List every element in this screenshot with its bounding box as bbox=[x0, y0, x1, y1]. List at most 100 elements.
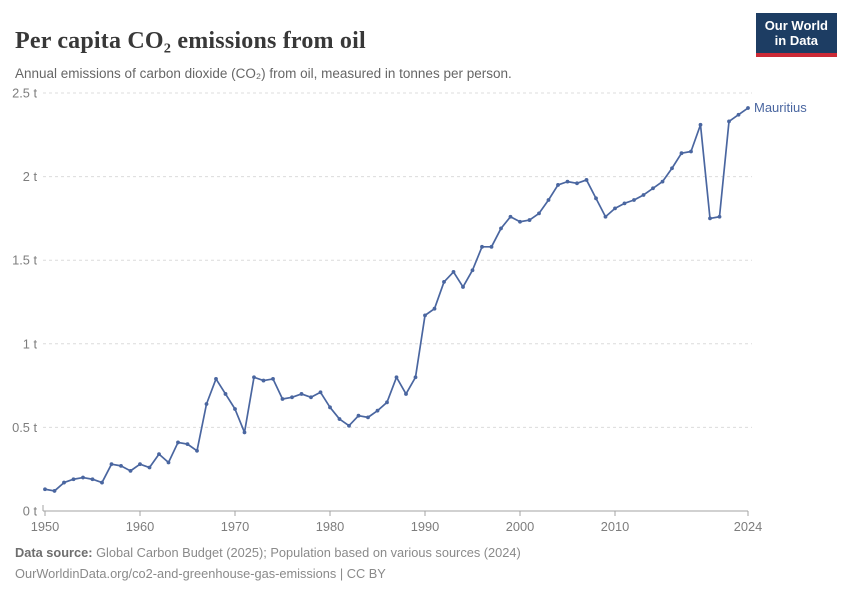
x-tick-label: 1960 bbox=[126, 519, 154, 534]
data-point bbox=[166, 460, 171, 465]
data-source-label: Data source: bbox=[15, 545, 93, 560]
data-point bbox=[233, 407, 237, 411]
data-point bbox=[527, 218, 532, 222]
data-point bbox=[328, 405, 332, 410]
data-point bbox=[309, 395, 313, 400]
data-point bbox=[622, 201, 627, 206]
y-tick-label: 2 t bbox=[23, 169, 38, 184]
data-point bbox=[43, 487, 47, 492]
data-point bbox=[470, 268, 475, 273]
y-tick-label: 0 t bbox=[23, 504, 38, 519]
data-point bbox=[109, 462, 114, 467]
owid-logo-line1: Our World bbox=[764, 18, 828, 33]
data-point bbox=[157, 452, 161, 457]
data-point bbox=[480, 244, 484, 249]
data-point bbox=[708, 216, 712, 221]
data-point bbox=[689, 149, 693, 154]
data-point bbox=[185, 442, 190, 447]
data-point bbox=[432, 306, 437, 311]
data-point bbox=[385, 400, 389, 405]
chart-title: Per capita CO₂ emissions from oil bbox=[15, 28, 366, 55]
data-point bbox=[746, 106, 750, 110]
data-point bbox=[508, 214, 513, 219]
data-source-line: Data source: Global Carbon Budget (2025)… bbox=[15, 542, 521, 563]
data-point bbox=[727, 119, 731, 124]
x-tick-label: 1990 bbox=[411, 519, 439, 534]
x-tick-label: 2010 bbox=[601, 519, 629, 534]
citation-link-line[interactable]: OurWorldinData.org/co2-and-greenhouse-ga… bbox=[15, 566, 386, 582]
data-point bbox=[318, 390, 323, 395]
data-point bbox=[575, 181, 579, 186]
data-point bbox=[204, 402, 209, 406]
data-point bbox=[584, 178, 589, 182]
data-source-text: Global Carbon Budget (2025); Population … bbox=[92, 545, 521, 560]
data-point bbox=[603, 214, 608, 219]
data-point bbox=[613, 206, 617, 211]
x-tick-label: 1970 bbox=[221, 519, 249, 534]
owid-logo[interactable]: Our World in Data bbox=[755, 13, 837, 57]
data-point bbox=[556, 183, 560, 187]
data-point bbox=[461, 285, 465, 289]
data-point bbox=[128, 468, 133, 473]
data-point bbox=[546, 198, 551, 202]
data-point bbox=[62, 480, 66, 485]
data-point bbox=[518, 219, 522, 224]
data-point bbox=[252, 375, 256, 380]
data-point bbox=[537, 211, 541, 216]
data-point bbox=[71, 477, 76, 482]
data-point bbox=[138, 462, 142, 467]
data-point bbox=[594, 196, 598, 201]
data-point bbox=[100, 480, 104, 485]
data-point bbox=[356, 413, 361, 418]
data-point bbox=[413, 375, 418, 380]
data-point bbox=[442, 280, 446, 284]
data-point bbox=[366, 415, 370, 420]
data-point bbox=[223, 392, 228, 396]
data-point bbox=[299, 392, 304, 396]
x-tick-label: 1980 bbox=[316, 519, 344, 534]
data-point bbox=[394, 375, 399, 380]
data-point bbox=[489, 244, 494, 249]
data-point bbox=[337, 417, 342, 421]
data-point bbox=[280, 397, 285, 401]
data-point bbox=[195, 448, 199, 453]
data-point bbox=[347, 423, 351, 428]
chart-footer: Data source: Global Carbon Budget (2025)… bbox=[15, 542, 521, 584]
x-tick-label: 1950 bbox=[31, 519, 59, 534]
y-tick-label: 1.5 t bbox=[12, 253, 37, 268]
data-point bbox=[423, 313, 427, 318]
data-point bbox=[375, 408, 380, 413]
data-point bbox=[499, 226, 503, 231]
data-point bbox=[81, 475, 85, 480]
data-point bbox=[52, 489, 57, 493]
y-tick-label: 1 t bbox=[23, 336, 38, 351]
y-tick-label: 0.5 t bbox=[12, 420, 37, 435]
data-point bbox=[679, 151, 684, 156]
data-point bbox=[651, 186, 655, 191]
data-point bbox=[271, 377, 275, 381]
x-tick-label: 2024 bbox=[734, 519, 762, 534]
data-point bbox=[565, 179, 570, 184]
data-point bbox=[404, 392, 408, 396]
chart-subtitle: Annual emissions of carbon dioxide (CO₂)… bbox=[15, 65, 512, 81]
data-point bbox=[90, 477, 95, 482]
series-label-mauritius[interactable]: Mauritius bbox=[754, 100, 807, 116]
data-point bbox=[641, 193, 646, 197]
data-point bbox=[176, 440, 180, 445]
data-point bbox=[717, 214, 722, 219]
data-point bbox=[147, 465, 152, 470]
y-tick-label: 2.5 t bbox=[12, 86, 37, 101]
data-point bbox=[119, 463, 123, 468]
owid-logo-line2: in Data bbox=[774, 33, 819, 49]
data-point bbox=[261, 378, 266, 383]
data-point bbox=[736, 112, 741, 117]
data-point bbox=[214, 377, 218, 381]
data-point bbox=[698, 122, 703, 127]
data-line bbox=[44, 107, 749, 492]
data-point bbox=[242, 430, 247, 435]
x-tick-label: 2000 bbox=[506, 519, 534, 534]
data-point bbox=[670, 166, 674, 171]
data-point bbox=[660, 179, 665, 184]
